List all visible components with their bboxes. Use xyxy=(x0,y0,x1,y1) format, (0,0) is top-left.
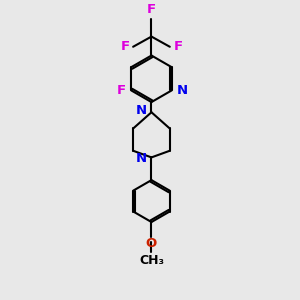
Text: N: N xyxy=(135,104,146,117)
Text: O: O xyxy=(146,237,157,250)
Text: F: F xyxy=(117,84,126,97)
Text: N: N xyxy=(135,152,146,165)
Text: CH₃: CH₃ xyxy=(139,254,164,267)
Text: N: N xyxy=(177,84,188,97)
Text: F: F xyxy=(121,40,130,53)
Text: F: F xyxy=(173,40,182,53)
Text: F: F xyxy=(147,3,156,16)
